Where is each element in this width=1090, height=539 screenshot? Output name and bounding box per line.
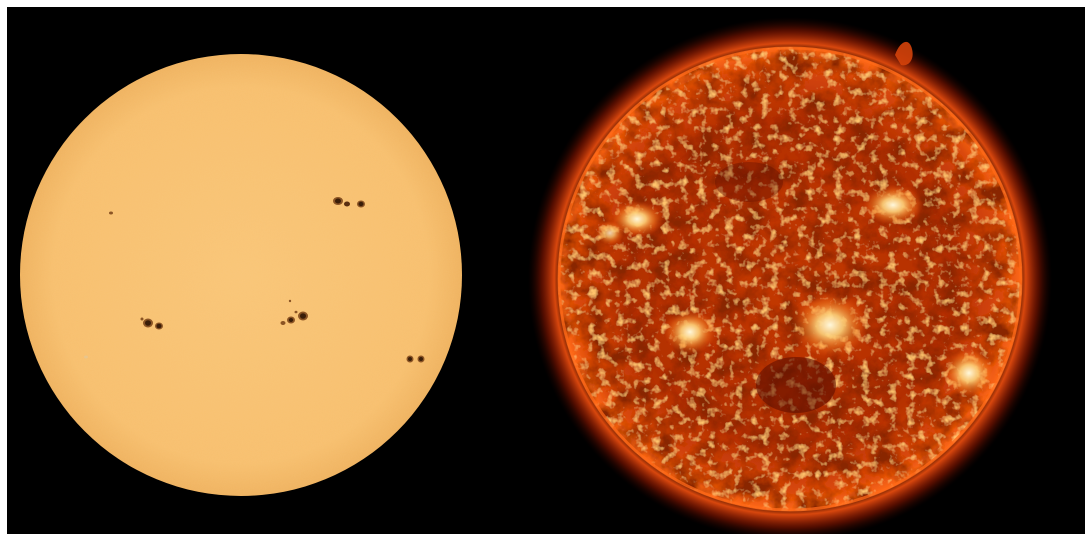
coronal-hole [756,357,836,413]
sunspot-group [109,211,113,215]
active-region [596,221,624,245]
sun-comparison-figure [20,17,1052,534]
space-background [7,7,1085,534]
sun-granulation [20,54,462,496]
sunspot-group [280,299,308,325]
sunspot-group [140,317,163,330]
active-region [943,349,995,397]
solar-limb [557,46,1023,512]
solar-prominence [895,41,913,66]
sunspot-group [333,197,365,208]
active-region [863,185,923,225]
extreme-ultraviolet-sun [528,17,1052,534]
coronal-hole [715,162,783,202]
active-region [611,201,663,237]
euv-sun-disk [558,47,1022,511]
visible-light-sun [20,54,462,496]
active-region [664,310,716,354]
sunspot-group [84,355,88,359]
active-region [792,293,868,357]
sunspot-group [406,355,425,363]
